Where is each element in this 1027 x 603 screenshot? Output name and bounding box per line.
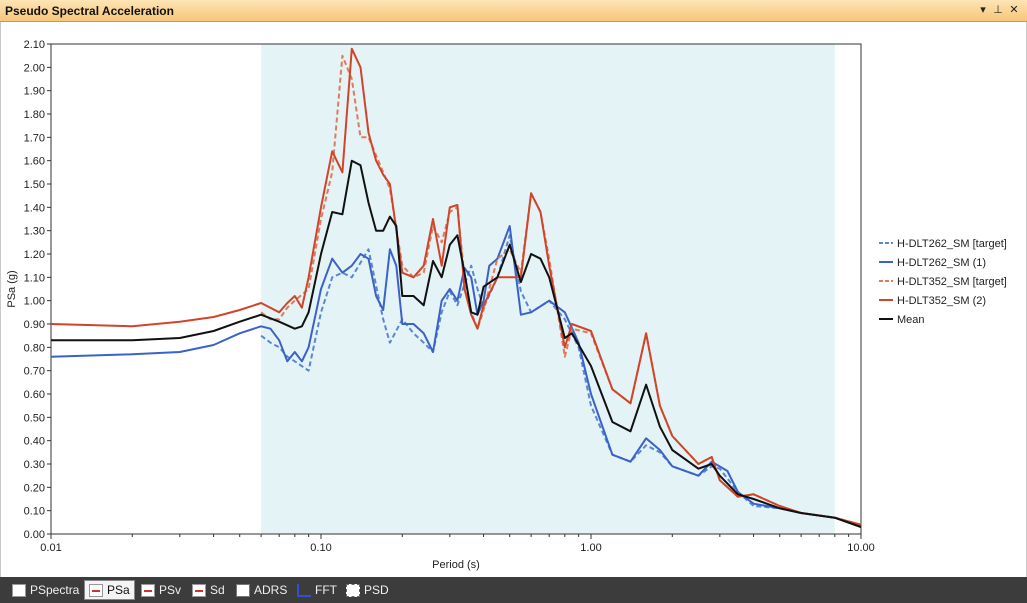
- y-tick-label: 0.20: [24, 482, 45, 494]
- plot-frame: [50, 43, 862, 535]
- series-line: [50, 225, 862, 528]
- series-line: [50, 47, 862, 526]
- pin-icon[interactable]: ⊥: [993, 4, 1003, 16]
- y-tick-label: 1.00: [24, 296, 45, 308]
- psd-icon: [346, 583, 360, 597]
- y-tick-label: 0.90: [24, 319, 45, 331]
- close-icon[interactable]: ✕: [1009, 4, 1019, 16]
- y-tick-label: 2.10: [24, 39, 45, 51]
- y-tick-label: 1.20: [24, 249, 45, 261]
- x-tick-label: 1.00: [580, 542, 601, 554]
- y-tick-label: 1.30: [24, 226, 45, 238]
- tab-fft[interactable]: FFT: [293, 580, 341, 600]
- panel-title-bar: Pseudo Spectral Acceleration ▾ ⊥ ✕: [0, 0, 1027, 22]
- bottom-tab-bar: PSpectra PSa PSv Sd ADRS FFT PSD: [0, 577, 1027, 603]
- tab-label: FFT: [315, 583, 337, 597]
- y-tick-label: 1.90: [24, 86, 45, 98]
- y-tick-label: 0.50: [24, 412, 45, 424]
- tab-adrs[interactable]: ADRS: [232, 580, 291, 600]
- tab-label: PSpectra: [30, 583, 80, 597]
- tab-label: ADRS: [254, 583, 288, 597]
- highlight-band: [261, 44, 835, 534]
- dropdown-icon[interactable]: ▾: [980, 4, 986, 16]
- x-axis-label: Period (s): [432, 559, 480, 571]
- y-axis-label: PSa (g): [6, 270, 18, 307]
- tab-pspectra[interactable]: PSpectra: [8, 580, 83, 600]
- x-tick-label: 0.01: [40, 542, 61, 554]
- legend-entry: H-DLT352_SM (2): [897, 295, 986, 307]
- y-tick-label: 0.00: [24, 529, 45, 541]
- y-tick-label: 0.30: [24, 459, 45, 471]
- y-tick-label: 0.80: [24, 342, 45, 354]
- y-tick-label: 0.60: [24, 389, 45, 401]
- tab-label: PSa: [107, 583, 130, 597]
- tab-sd[interactable]: Sd: [188, 580, 229, 600]
- chart-icon: [192, 583, 206, 597]
- y-tick-label: 1.50: [24, 179, 45, 191]
- legend-entry: H-DLT262_SM (1): [897, 257, 986, 269]
- y-tick-label: 1.10: [24, 272, 45, 284]
- tab-label: Sd: [210, 583, 225, 597]
- y-tick-label: 2.00: [24, 62, 45, 74]
- fft-icon: [297, 583, 311, 597]
- tab-label: PSD: [364, 583, 389, 597]
- tab-psd[interactable]: PSD: [342, 580, 393, 600]
- chart-icon: [89, 583, 103, 597]
- psa-chart: 0.00 0.10 0.20 0.30 0.40 0.50 0.60 0.70 0.80 0.90…: [6, 39, 1007, 571]
- y-tick-label: 1.80: [24, 109, 45, 121]
- chart-panel: 0.00 0.10 0.20 0.30 0.40 0.50 0.60 0.70 0.80 0.90…: [0, 22, 1027, 577]
- y-tick-label: 0.40: [24, 436, 45, 448]
- document-icon: [12, 583, 26, 597]
- y-tick-label: 0.70: [24, 366, 45, 378]
- tab-psv[interactable]: PSv: [137, 580, 185, 600]
- x-tick-label: 0.10: [310, 542, 331, 554]
- tab-label: PSv: [159, 583, 182, 597]
- legend-entry: H-DLT352_SM [target]: [897, 276, 1007, 288]
- x-tick-label: 10.00: [847, 542, 875, 554]
- grid-chart-icon: [236, 583, 250, 597]
- panel-title: Pseudo Spectral Acceleration: [5, 4, 174, 18]
- tab-psa[interactable]: PSa: [84, 580, 135, 600]
- y-tick-label: 1.70: [24, 132, 45, 144]
- y-tick-label: 1.40: [24, 202, 45, 214]
- series-line: [51, 159, 862, 528]
- y-tick-label: 0.10: [24, 506, 45, 518]
- chart-icon: [141, 583, 155, 597]
- y-tick-label: 1.60: [24, 156, 45, 168]
- legend-entry: Mean: [897, 314, 925, 326]
- legend-entry: H-DLT262_SM [target]: [897, 238, 1007, 250]
